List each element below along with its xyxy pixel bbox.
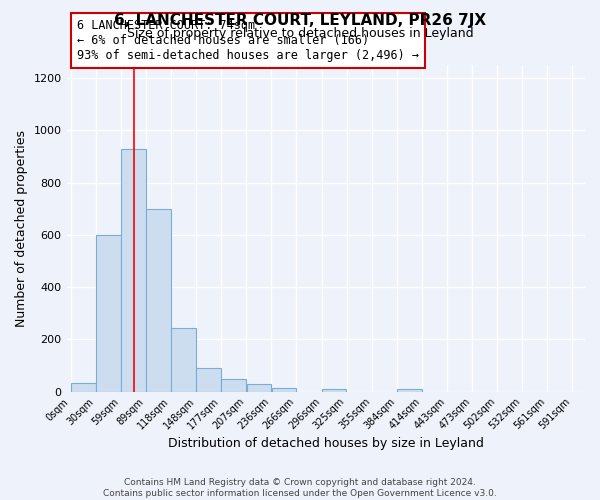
Bar — [171, 328, 196, 392]
Y-axis label: Number of detached properties: Number of detached properties — [15, 130, 28, 327]
Text: Size of property relative to detached houses in Leyland: Size of property relative to detached ho… — [127, 28, 473, 40]
X-axis label: Distribution of detached houses by size in Leyland: Distribution of detached houses by size … — [168, 437, 484, 450]
Bar — [196, 368, 221, 392]
Bar — [397, 389, 422, 392]
Text: Contains HM Land Registry data © Crown copyright and database right 2024.
Contai: Contains HM Land Registry data © Crown c… — [103, 478, 497, 498]
Text: 6, LANCHESTER COURT, LEYLAND, PR26 7JX: 6, LANCHESTER COURT, LEYLAND, PR26 7JX — [114, 12, 486, 28]
Text: 6 LANCHESTER COURT: 74sqm
← 6% of detached houses are smaller (166)
93% of semi-: 6 LANCHESTER COURT: 74sqm ← 6% of detach… — [77, 18, 419, 62]
Bar — [71, 382, 95, 392]
Bar — [221, 378, 246, 392]
Bar — [96, 235, 121, 392]
Bar — [121, 148, 146, 392]
Bar — [146, 208, 171, 392]
Bar — [322, 389, 346, 392]
Bar — [272, 388, 296, 392]
Bar — [247, 384, 271, 392]
